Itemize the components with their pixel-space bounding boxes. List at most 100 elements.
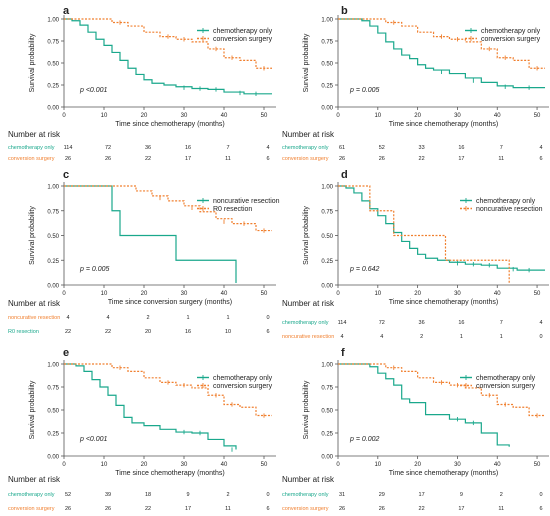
risk-table-title: Number at risk: [8, 299, 61, 308]
y-axis-title: Survival probability: [29, 33, 36, 92]
risk-value: 4: [540, 320, 543, 326]
y-tick-label: 0.00: [321, 106, 333, 112]
risk-value: 17: [419, 492, 425, 498]
legend-label: chemotherapy only: [476, 375, 536, 382]
y-tick-label: 0.50: [47, 234, 59, 240]
risk-value: 6: [266, 329, 269, 335]
risk-value: 17: [458, 506, 464, 512]
x-tick-label: 10: [101, 113, 108, 119]
panel-label: a: [63, 5, 70, 17]
panel-label: d: [341, 169, 348, 181]
x-tick-label: 0: [62, 291, 66, 297]
risk-value: 7: [500, 145, 503, 151]
p-value-label: p = 0.005: [349, 87, 379, 94]
x-tick-label: 10: [101, 462, 108, 468]
risk-row-label: conversion surgery: [8, 506, 55, 512]
y-tick-label: 0.75: [321, 40, 333, 46]
risk-value: 18: [145, 492, 151, 498]
y-tick-label: 0.50: [321, 409, 333, 415]
risk-value: 72: [105, 145, 111, 151]
risk-value: 114: [338, 320, 347, 326]
km-curve-teal: [64, 18, 272, 95]
risk-row-label: noncurative resection: [282, 334, 334, 340]
panel-label: e: [63, 347, 69, 359]
legend-label: R0 resection: [213, 206, 252, 213]
x-tick-label: 30: [454, 291, 461, 297]
legend-label: chemotherapy only: [213, 375, 273, 382]
risk-row-label: conversion surgery: [8, 156, 55, 162]
y-tick-label: 1.00: [47, 18, 59, 24]
risk-value: 22: [419, 506, 425, 512]
x-tick-label: 20: [414, 462, 421, 468]
panel-label: c: [63, 169, 69, 181]
y-tick-label: 0.25: [47, 84, 59, 90]
p-value-label: p = 0.005: [79, 266, 109, 273]
x-axis-title: Time since chemotherapy (months): [389, 299, 498, 306]
risk-value: 1: [186, 315, 189, 321]
y-tick-label: 1.00: [47, 363, 59, 369]
risk-value: 4: [540, 145, 543, 151]
x-tick-label: 30: [181, 291, 188, 297]
y-tick-label: 1.00: [321, 18, 333, 24]
risk-value: 0: [266, 315, 269, 321]
risk-value: 9: [186, 492, 189, 498]
p-value-label: p <0.001: [79, 87, 108, 94]
risk-value: 16: [185, 145, 191, 151]
risk-table-title: Number at risk: [282, 130, 335, 139]
x-axis-title: Time since chemotherapy (months): [389, 470, 498, 477]
risk-value: 17: [185, 156, 191, 162]
risk-value: 4: [380, 334, 383, 340]
risk-value: 1: [226, 315, 229, 321]
risk-value: 61: [339, 145, 345, 151]
y-tick-label: 0.75: [47, 386, 59, 392]
legend-label: noncurative resection: [476, 206, 543, 213]
legend-label: noncurative resection: [213, 198, 280, 205]
y-tick-label: 0.50: [321, 62, 333, 68]
y-tick-label: 0.25: [47, 432, 59, 438]
y-axis-title: Survival probability: [303, 33, 310, 92]
y-tick-label: 0.00: [47, 284, 59, 290]
legend-label: chemotherapy only: [476, 198, 536, 205]
risk-value: 36: [419, 320, 425, 326]
y-tick-label: 0.00: [321, 455, 333, 461]
risk-value: 11: [225, 506, 231, 512]
risk-row-label: noncurative resection: [8, 315, 60, 321]
risk-value: 2: [500, 492, 503, 498]
km-curve-orange: [64, 18, 272, 69]
y-axis-title: Survival probability: [29, 206, 36, 265]
risk-value: 6: [540, 156, 543, 162]
legend-label: chemotherapy only: [481, 28, 541, 35]
risk-value: 22: [145, 156, 151, 162]
risk-row-label: conversion surgery: [282, 156, 329, 162]
x-axis-title: Time since chemotherapy (months): [115, 470, 224, 477]
risk-row-label: chemotherapy only: [282, 320, 329, 326]
p-value-label: p <0.001: [79, 436, 108, 443]
risk-row-label: conversion surgery: [282, 506, 329, 512]
x-tick-label: 40: [221, 462, 228, 468]
risk-table-title: Number at risk: [8, 475, 61, 484]
risk-value: 52: [379, 145, 385, 151]
risk-value: 26: [105, 156, 111, 162]
km-curve-orange: [64, 363, 272, 417]
y-tick-label: 0.75: [321, 209, 333, 215]
x-tick-label: 20: [414, 291, 421, 297]
p-value-label: p = 0.642: [349, 266, 379, 273]
y-tick-label: 0.00: [321, 284, 333, 290]
x-tick-label: 0: [336, 291, 340, 297]
risk-value: 33: [419, 145, 425, 151]
y-axis-title: Survival probability: [303, 380, 310, 439]
x-tick-label: 10: [374, 291, 381, 297]
legend-label: conversion surgery: [213, 383, 273, 390]
risk-value: 22: [65, 329, 71, 335]
risk-value: 6: [540, 506, 543, 512]
y-tick-label: 0.75: [321, 386, 333, 392]
risk-value: 22: [105, 329, 111, 335]
risk-value: 2: [420, 334, 423, 340]
km-curve-orange: [338, 185, 510, 284]
risk-value: 17: [458, 156, 464, 162]
legend-label: chemotherapy only: [213, 28, 273, 35]
risk-value: 16: [458, 320, 464, 326]
panel-b: b 0.00 0.25 0.50 0.75 1.00 0 10 20 30 40 50 Survival…: [282, 5, 549, 162]
y-tick-label: 0.75: [47, 40, 59, 46]
km-curve-teal: [64, 363, 237, 450]
